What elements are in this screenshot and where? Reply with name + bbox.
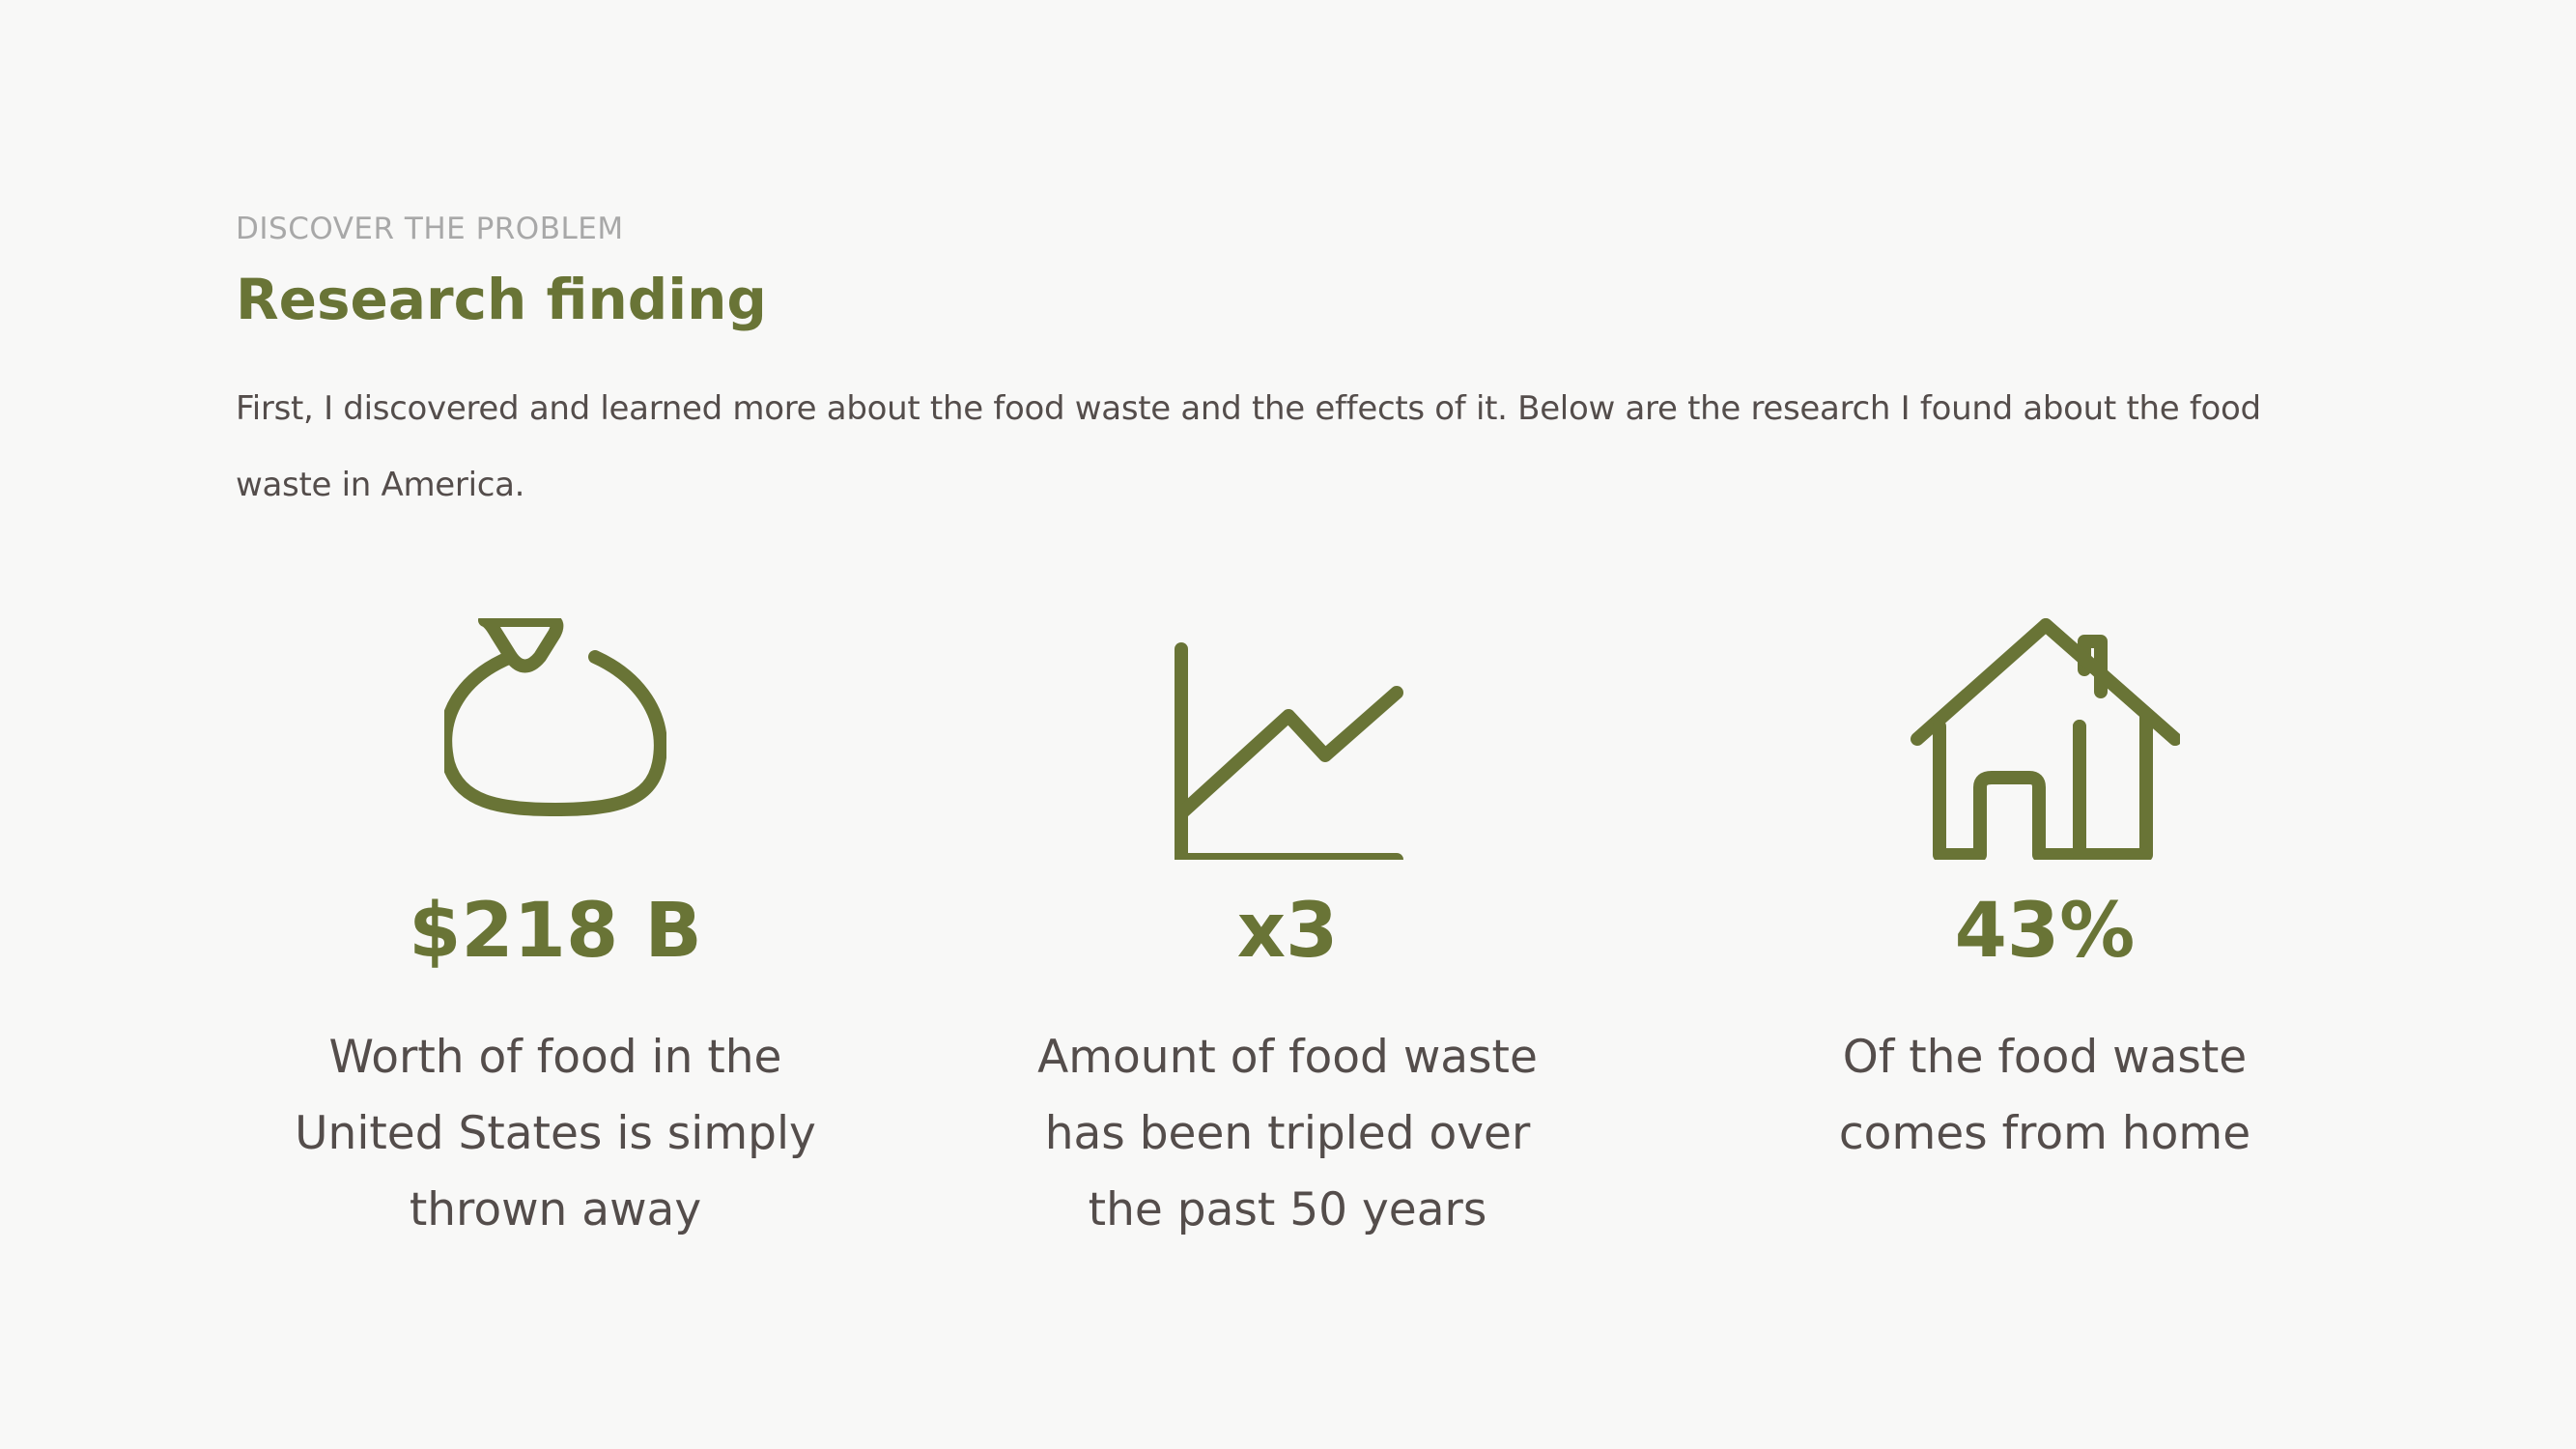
house-icon xyxy=(1911,618,2180,860)
stat-value: $218 B xyxy=(409,888,702,975)
stat-card-cost: $218 B Worth of food in the United State… xyxy=(246,618,864,1236)
money-bag-icon xyxy=(444,618,666,816)
stat-caption: Worth of food in the United States is si… xyxy=(295,1031,816,1236)
stat-card-growth: x3 Amount of food waste has been tripled… xyxy=(978,618,1597,1236)
eyebrow-label: DISCOVER THE PROBLEM xyxy=(236,212,624,246)
line-chart-icon xyxy=(1175,642,1403,860)
stat-card-household: 43% Of the food waste comes from home xyxy=(1736,618,2354,1160)
stat-caption: Amount of food waste has been tripled ov… xyxy=(1037,1031,1538,1236)
stat-caption: Of the food waste comes from home xyxy=(1838,1031,2251,1160)
stat-value: 43% xyxy=(1954,888,2136,975)
stat-value: x3 xyxy=(1236,888,1339,975)
page-title: Research finding xyxy=(236,267,767,332)
intro-paragraph: First, I discovered and learned more abo… xyxy=(236,389,2261,504)
